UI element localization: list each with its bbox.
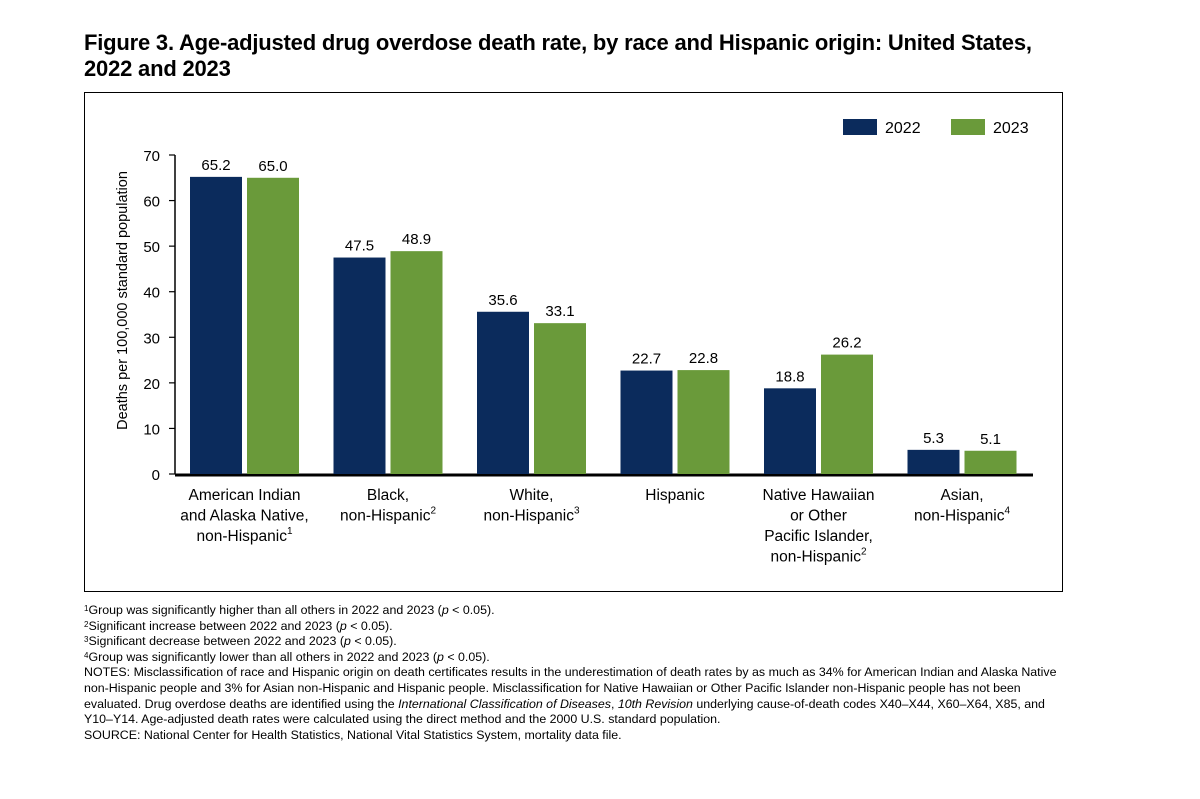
y-tick-label: 60	[143, 194, 160, 211]
bar-2023-6	[964, 450, 1017, 474]
bar-2022-6	[907, 449, 960, 474]
figure-title-line-2: 2022 and 2023	[84, 56, 231, 81]
data-label-2023-4: 22.8	[689, 350, 718, 367]
category-label-1: American Indian and Alaska Native, non-His…	[180, 487, 308, 545]
data-label-2023-3: 33.1	[545, 303, 574, 320]
bar-2022-4	[620, 370, 673, 474]
legend-swatch-2023	[951, 119, 985, 135]
bar-2022-3	[477, 311, 529, 474]
footnote-2: 2Significant increase between 2022 and 2…	[84, 618, 393, 633]
footnote-1: 1Group was significantly higher than all…	[84, 603, 495, 617]
y-axis-label: Deaths per 100,000 standard population	[115, 171, 131, 430]
legend-swatch-2022	[843, 119, 877, 135]
y-tick-label: 30	[143, 330, 160, 347]
y-tick-label: 20	[143, 376, 160, 393]
category-label-2: Black, non-Hispanic2	[340, 487, 436, 525]
bar-2023-2	[390, 251, 443, 474]
category-label-6: Asian, non-Hispanic4	[914, 487, 1010, 525]
bar-2023-5	[821, 354, 873, 474]
bar-2023-3	[534, 323, 586, 474]
category-label-4: Hispanic	[645, 487, 705, 504]
bar-2022-2	[333, 257, 386, 474]
category-label-5: Native Hawaiian or Other Pacific Islander,…	[763, 487, 875, 566]
footnotes: 1Group was significantly higher than all…	[84, 603, 1064, 743]
legend-label-2023: 2023	[993, 120, 1029, 137]
data-label-2023-5: 26.2	[832, 335, 861, 352]
bar-2022-5	[764, 388, 816, 474]
bar-2022-1	[190, 176, 242, 475]
data-label-2022-2: 47.5	[345, 238, 374, 255]
y-tick-label: 0	[152, 467, 160, 484]
source-line: SOURCE: National Center for Health Stati…	[84, 727, 622, 742]
chart-frame: 0 10 20 30 40 50 60 70 Deaths per 100,000 standa…	[84, 92, 1063, 592]
y-tick-label: 40	[143, 285, 160, 302]
bar-2023-1	[247, 177, 299, 474]
y-tick-label: 50	[143, 239, 160, 256]
data-label-2022-6: 5.3	[923, 430, 944, 447]
footnote-4: 4Group was significantly lower than all …	[84, 649, 490, 664]
legend-label-2022: 2022	[885, 120, 921, 137]
figure-title: Figure 3. Age-adjusted drug overdose dea…	[84, 30, 1084, 82]
y-tick-label: 70	[143, 148, 160, 165]
y-tick-label: 10	[143, 421, 160, 438]
data-label-2023-2: 48.9	[402, 231, 431, 248]
data-label-2022-4: 22.7	[632, 351, 661, 368]
data-label-2022-3: 35.6	[488, 292, 517, 309]
data-label-2022-5: 18.8	[775, 368, 804, 385]
bar-2023-4	[677, 370, 730, 474]
footnote-3: 3Significant decrease between 2022 and 2…	[84, 634, 397, 649]
data-label-2022-1: 65.2	[201, 157, 230, 174]
notes-paragraph: NOTES: Misclassification of race and His…	[84, 665, 1057, 727]
data-label-2023-6: 5.1	[980, 431, 1001, 448]
figure-title-line-1: Figure 3. Age-adjusted drug overdose dea…	[84, 30, 1032, 55]
bar-chart: 0 10 20 30 40 50 60 70 Deaths per 100,000 standa…	[115, 119, 1033, 566]
data-label-2023-1: 65.0	[258, 158, 287, 175]
category-label-3: White, non-Hispanic3	[483, 487, 579, 525]
